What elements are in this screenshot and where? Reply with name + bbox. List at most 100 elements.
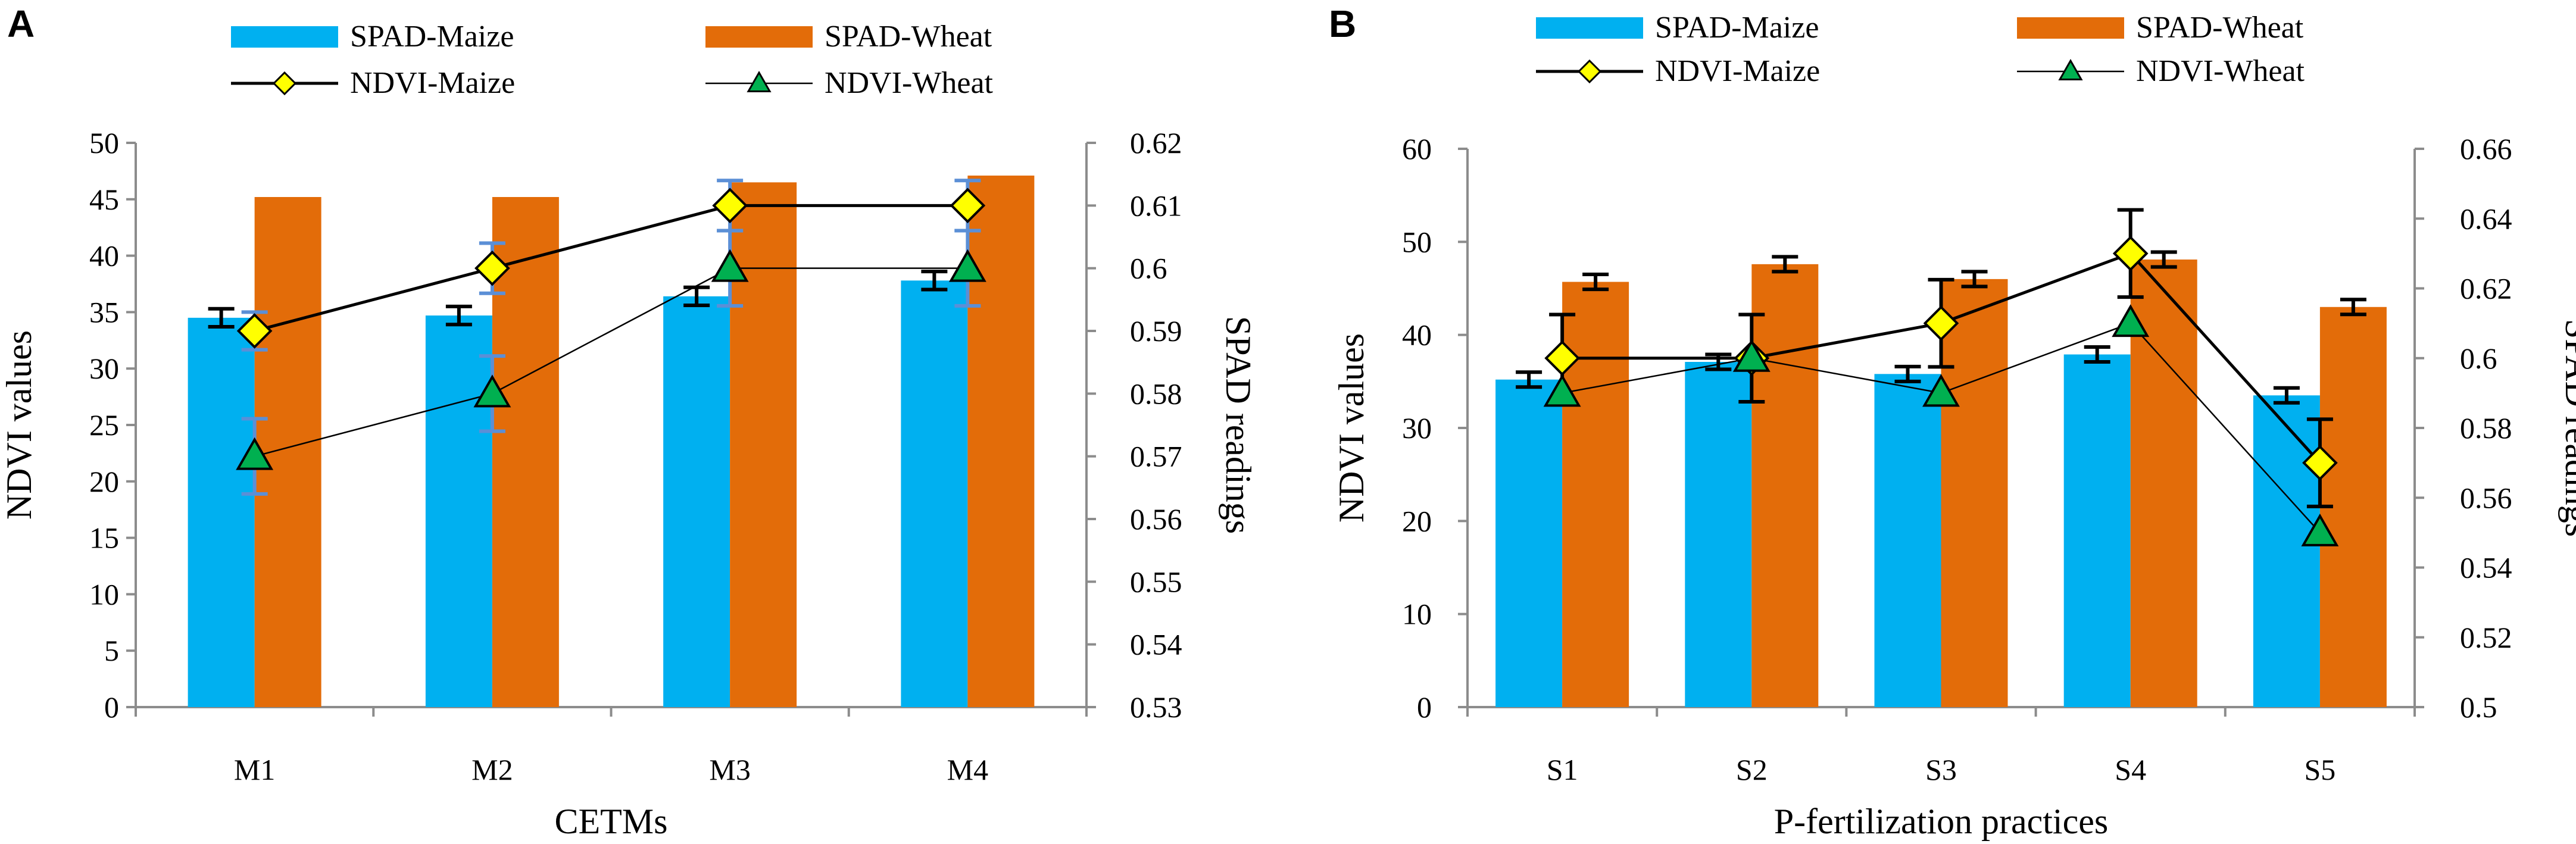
legend-marker-ndvi-maize [272, 71, 297, 96]
line-ndvi-wheat [254, 267, 968, 457]
x-tick-label: S3 [1925, 753, 1957, 786]
bar-spad-wheat [1941, 279, 2008, 707]
y-tick-label: 40 [1402, 318, 1432, 352]
bar-spad-maize [663, 296, 730, 708]
legend-label-ndvi-wheat: NDVI-Wheat [825, 66, 994, 100]
y2-tick-label: 0.6 [1130, 252, 1167, 285]
y2-tick-label: 0.5 [2460, 690, 2497, 724]
legend-swatch-spad-maize [1536, 17, 1643, 39]
bar-spad-maize [1685, 362, 1752, 707]
x-tick-label: M2 [472, 753, 513, 786]
y-axis-title: NDVI values [0, 330, 39, 520]
y2-tick-label: 0.58 [1130, 377, 1182, 410]
panel-letter-a: A [7, 2, 35, 45]
bar-spad-wheat [254, 197, 321, 707]
y2-tick-label: 0.54 [1130, 628, 1182, 661]
y-tick-label: 30 [1402, 411, 1432, 445]
bar-spad-wheat [1751, 264, 1819, 707]
marker-ndvi-wheat [473, 374, 511, 408]
marker-ndvi-wheat [1922, 374, 1960, 407]
marker-ndvi-maize [2112, 236, 2149, 271]
y2-tick-label: 0.52 [2460, 621, 2512, 654]
y2-tick-label: 0.64 [2460, 202, 2512, 235]
marker-ndvi-maize [474, 250, 510, 286]
y-tick-label: 35 [89, 295, 119, 329]
legend-label-spad-wheat: SPAD-Wheat [2136, 11, 2304, 45]
chart-panel-a: A 0 5 10 15 20 25 30 35 40 45 50 0.53 0.54 0.55 0.56 0.5… [0, 2, 1258, 841]
bar-spad-maize [2253, 395, 2320, 707]
legend-marker-ndvi-wheat [2058, 58, 2083, 80]
marker-ndvi-maize [236, 313, 273, 349]
marker-ndvi-wheat [711, 249, 749, 282]
marker-ndvi-wheat [2112, 304, 2150, 337]
legend: SPAD-Maize SPAD-Wheat NDVI-Maize NDVI-Wheat [1536, 11, 2305, 88]
legend-marker-ndvi-maize [1577, 59, 1602, 84]
legend-label-spad-maize: SPAD-Maize [1655, 11, 1819, 45]
legend-swatch-spad-wheat [2017, 17, 2124, 39]
bar-spad-wheat [492, 197, 559, 707]
y-tick-label: 30 [89, 352, 119, 385]
y-tick-label: 50 [1402, 225, 1432, 258]
bar-spad-maize [1874, 374, 1941, 707]
x-tick-label: S4 [2115, 753, 2146, 786]
y-tick-label: 20 [1402, 504, 1432, 537]
legend: SPAD-Maize SPAD-Wheat NDVI-Maize NDVI-Wheat [231, 20, 994, 100]
y2-tick-label: 0.62 [1130, 126, 1182, 160]
bar-spad-wheat [967, 175, 1035, 707]
y-tick-label: 5 [104, 634, 119, 667]
y2-tick-label: 0.58 [2460, 411, 2512, 445]
bar-spad-maize [1495, 379, 1563, 707]
legend-label-spad-maize: SPAD-Maize [350, 20, 514, 54]
marker-ndvi-wheat [1732, 339, 1771, 372]
marker-ndvi-wheat [1543, 374, 1581, 407]
legend-marker-ndvi-wheat [747, 70, 772, 92]
y2-tick-label: 0.56 [1130, 502, 1182, 536]
y2-tick-label: 0.6 [2460, 342, 2497, 375]
y-tick-label: 45 [89, 183, 119, 216]
y-tick-label: 40 [89, 239, 119, 273]
y-tick-label: 0 [1417, 690, 1432, 724]
y2-tick-label: 0.61 [1130, 189, 1182, 222]
x-axis-title: P-fertilization practices [1774, 802, 2108, 841]
marker-ndvi-maize [1923, 305, 1959, 341]
y2-axis-title: SPAD readings [2558, 319, 2576, 537]
x-tick-label: M1 [234, 753, 275, 786]
legend-label-spad-wheat: SPAD-Wheat [825, 20, 992, 54]
x-tick-label: M4 [947, 753, 988, 786]
y-tick-label: 25 [89, 408, 119, 442]
y2-tick-label: 0.56 [2460, 481, 2512, 514]
legend-label-ndvi-maize: NDVI-Maize [350, 66, 515, 100]
bar-spad-wheat [730, 182, 797, 707]
x-tick-label: S5 [2304, 753, 2335, 786]
bar-spad-wheat [1562, 282, 1629, 708]
panel-letter-b: B [1329, 2, 1356, 45]
bar-spad-maize [2063, 354, 2131, 707]
marker-ndvi-wheat [948, 249, 986, 282]
y2-tick-label: 0.54 [2460, 551, 2512, 584]
y2-tick-label: 0.53 [1130, 690, 1182, 724]
y-axis-title: NDVI values [1332, 333, 1371, 523]
bar-spad-maize [425, 315, 492, 707]
y-tick-label: 15 [89, 521, 119, 555]
marker-ndvi-wheat [2301, 513, 2339, 546]
legend-label-ndvi-wheat: NDVI-Wheat [2136, 54, 2305, 88]
x-tick-label: S2 [1736, 753, 1768, 786]
y-tick-label: 50 [89, 126, 119, 160]
legend-swatch-spad-maize [231, 26, 338, 48]
y2-tick-label: 0.66 [2460, 132, 2512, 165]
bar-spad-maize [188, 317, 255, 707]
legend-label-ndvi-maize: NDVI-Maize [1655, 54, 1820, 88]
marker-ndvi-maize [950, 187, 986, 224]
legend-swatch-spad-wheat [705, 26, 813, 48]
chart-panel-b: B 0 10 20 30 40 50 60 0.5 0.52 0.54 0.56 0.58 0.6 0.62… [1329, 2, 2576, 841]
y-tick-label: 0 [104, 690, 119, 724]
line-ndvi-maize [254, 204, 968, 333]
y2-tick-label: 0.59 [1130, 314, 1182, 348]
y-tick-label: 10 [89, 577, 119, 611]
y-tick-label: 20 [89, 465, 119, 498]
x-axis-title: CETMs [554, 802, 667, 841]
y2-tick-label: 0.62 [2460, 272, 2512, 305]
y2-tick-label: 0.57 [1130, 440, 1182, 473]
y-tick-label: 60 [1402, 132, 1432, 165]
